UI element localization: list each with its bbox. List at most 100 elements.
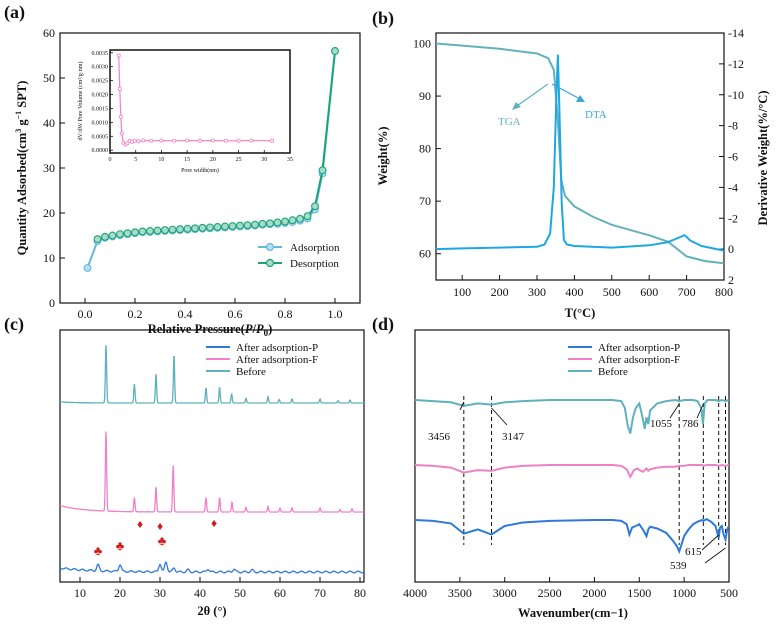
b-xtick-label: 600 [640,285,658,299]
inset-data-point [116,53,121,58]
data-point-desorption [331,47,339,55]
panel-b-frame [435,32,725,281]
panel-label-a: (a) [4,2,25,23]
data-point-desorption [138,227,147,236]
ftir-spectrum-after-adsorption-p [415,517,729,555]
ftir-annotation-arrow [491,407,508,426]
inset-xtick-label: 35 [287,157,293,163]
b-ytick-right-label: -2 [728,211,738,225]
ftir-spectrum-after-adsorption-f [415,463,729,480]
data-point-desorption [161,226,169,235]
inset-xtick-label: 5 [134,157,137,163]
data-point-desorption [258,219,267,228]
inset-data-point [141,138,146,143]
data-point-desorption [93,235,102,244]
b-xtick-label: 500 [603,285,621,299]
inset-data-point [223,138,228,143]
a-ytick-label: 30 [43,161,55,175]
data-point-desorption [303,212,312,221]
dta-curve [436,54,724,252]
a-xtick-label: 0.0 [78,307,93,321]
data-point-desorption [146,227,154,235]
data-point-desorption [153,226,162,235]
b-xtick-label: 400 [565,285,583,299]
d-xtick-label: 3500 [448,586,472,600]
inset-ytick-label: 0.0035 [92,51,109,57]
inset-data-point [132,138,137,143]
d-xtick-label: 1500 [627,586,651,600]
inset-ytick-label: 0.0030 [92,65,109,71]
ftir-spectrum-before [415,398,729,434]
c-legend-label: After adsorption-F [236,354,318,366]
diamond-marker: ♦ [137,517,143,531]
dta-arrow [551,83,583,101]
inset-ytick-label: 0.0000 [92,148,109,154]
a-xtick-label: 0.6 [228,307,243,321]
inset-data-point [119,131,124,136]
inset-data-point [249,138,254,143]
c-xtick-label: 10 [74,586,86,600]
ftir-annotation-label: 615 [685,546,702,558]
data-point-desorption [108,231,117,240]
c-xtick-label: 50 [234,586,246,600]
tga-curve [436,42,724,265]
panel-c-frame [59,329,365,583]
d-xtick-label: 3000 [493,586,517,600]
b-xtick-label: 200 [491,285,509,299]
inset-data-point [172,138,177,143]
data-point-desorption [123,229,132,238]
data-point-desorption [296,214,304,223]
panel-d-xlabel: Wavenumber(cm−1) [518,606,628,620]
inset-ytick-label: 0.0020 [92,93,109,99]
inset-ytick-label: 0.0010 [92,120,109,126]
d-xtick-label: 4000 [403,586,427,600]
dta-annotation: DTA [585,109,607,121]
data-point-adsorption [83,263,92,272]
inset-ytick-label: 0.0005 [92,134,109,140]
panel-c-xlabel: 2θ (°) [197,604,226,618]
a-ytick-label: 20 [43,206,55,220]
b-ytick-right-label: -4 [728,180,738,194]
data-point-desorption [221,222,229,231]
inset-data-point [159,138,164,143]
ftir-annotation-arrow [459,401,465,411]
d-legend-label: After adsorption-F [598,354,680,366]
ftir-annotation-label: 786 [682,418,699,430]
d-xtick-label: 1000 [672,586,696,600]
data-point-desorption [281,217,289,226]
b-xtick-label: 300 [528,285,546,299]
data-point-desorption [251,220,259,229]
inset-data-point [197,138,202,143]
panel-c-xrd: 10 20 30 40 50 60 70 80 ♣ ♣ ♣♦ ♦ ♦ 2θ (°) After ads… [59,329,366,618]
c-xtick-label: 20 [114,586,126,600]
inset-data-point [236,138,241,143]
diamond-marker: ♦ [157,519,163,533]
inset-frame [109,49,291,154]
club-marker: ♣ [116,538,125,553]
a-xtick-label: 0.4 [178,307,193,321]
ftir-annotation-arrow [669,403,680,419]
panel-d-ftir: 4000 3500 3000 2500 2000 1500 1000 500 3456 3147… [403,329,738,620]
d-xtick-label: 2000 [582,586,606,600]
b-ytick-label: 80 [419,142,431,156]
inset-xtick-label: 10 [158,157,164,163]
c-legend-label: After adsorption-P [236,342,318,354]
inset-data-point [149,138,154,143]
panel-a-legend: Adsorption Desorption [258,242,340,270]
b-xtick-label: 800 [715,285,733,299]
a-ytick-label: 10 [43,251,55,265]
inset-data-point [117,86,122,91]
b-ytick-right-label: -6 [728,150,738,164]
inset-data-point [136,139,141,144]
panel-label-d: (d) [372,314,394,335]
d-xtick-label: 500 [720,586,738,600]
ftir-annotation-arrow [704,547,726,564]
b-ytick-label: 70 [419,194,431,208]
data-point-desorption [101,232,109,241]
inset-ytick-label: 0.0015 [92,106,109,112]
ftir-annotation-label: 1055 [650,418,673,430]
data-point-desorption [198,223,207,232]
